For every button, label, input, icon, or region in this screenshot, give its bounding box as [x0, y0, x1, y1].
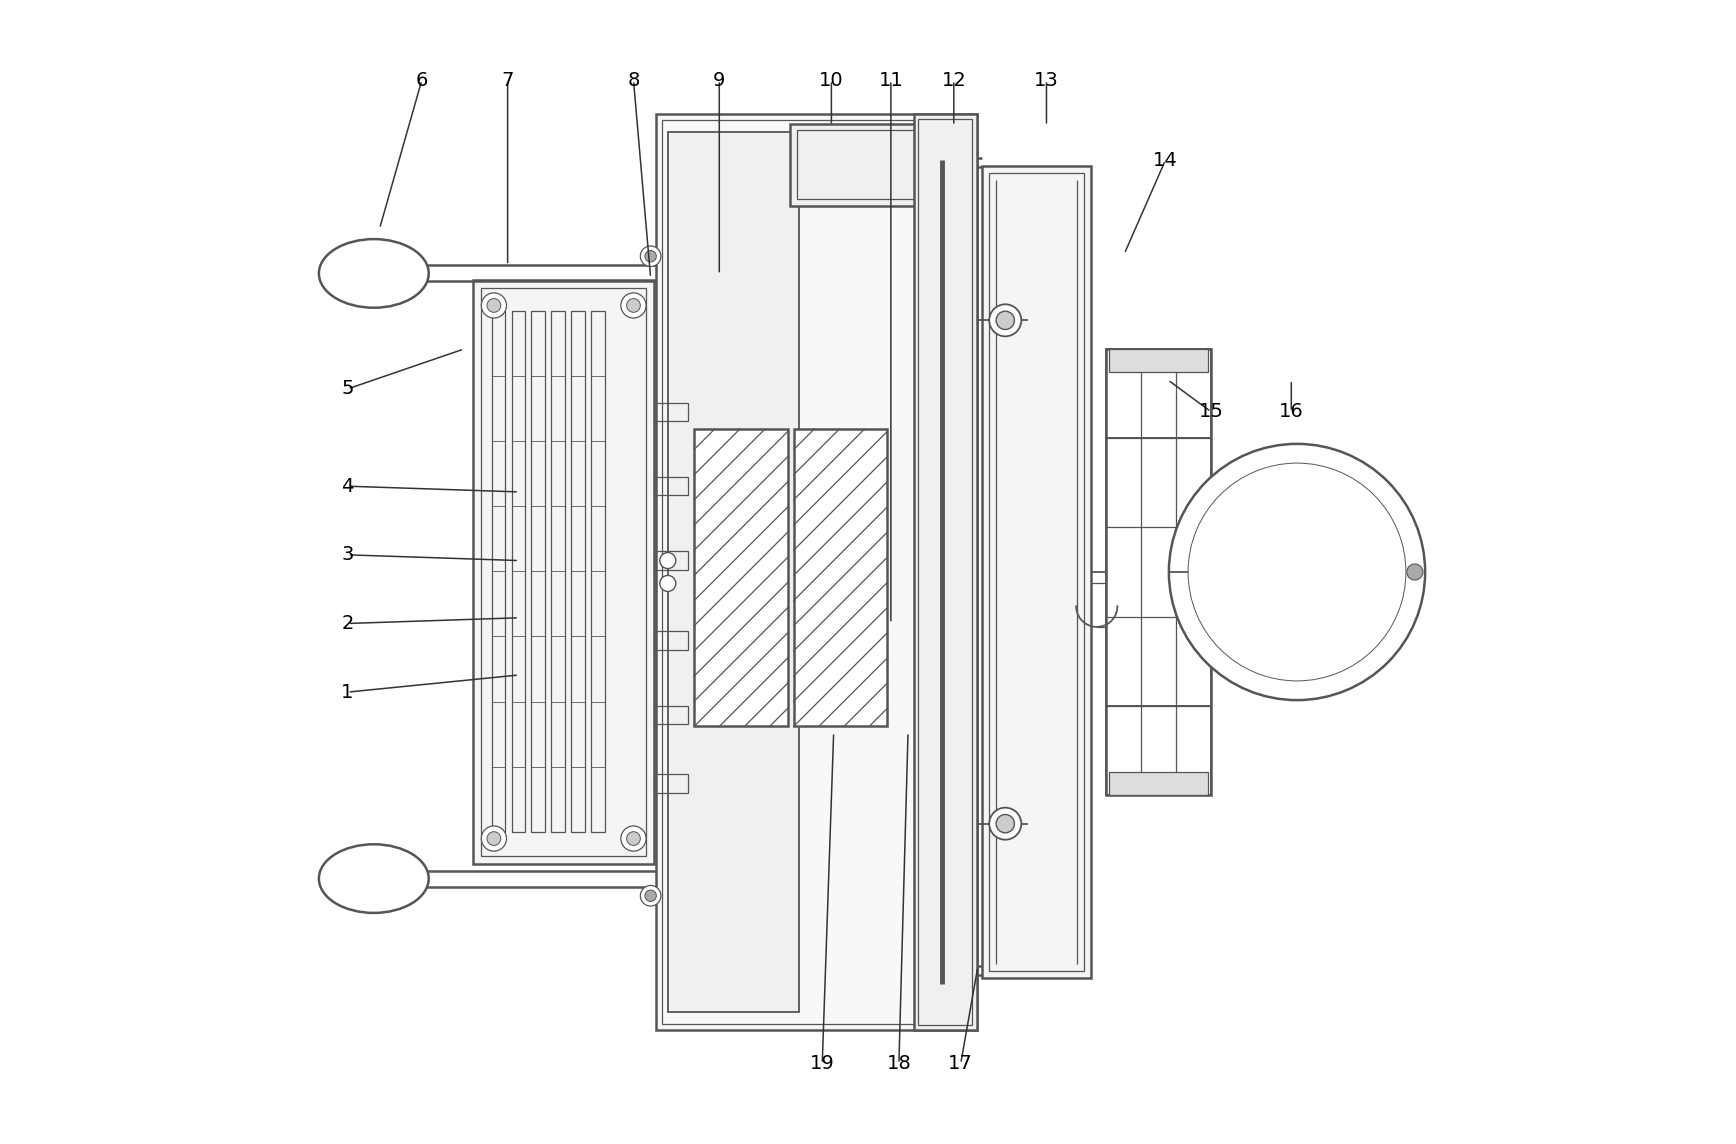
- Bar: [654, 706, 689, 724]
- Bar: [474, 280, 654, 864]
- Circle shape: [1168, 444, 1425, 700]
- Bar: [349, 867, 377, 890]
- Bar: [1106, 349, 1212, 795]
- Circle shape: [488, 299, 500, 312]
- Bar: [694, 429, 788, 726]
- Bar: [1106, 706, 1212, 795]
- Circle shape: [990, 304, 1021, 336]
- Circle shape: [488, 832, 500, 845]
- Bar: [656, 114, 977, 1030]
- Bar: [1106, 438, 1212, 706]
- Text: 10: 10: [819, 71, 844, 89]
- Circle shape: [1406, 564, 1424, 580]
- Text: 8: 8: [627, 71, 639, 89]
- Bar: [654, 477, 689, 495]
- Text: 6: 6: [415, 71, 429, 89]
- Text: 19: 19: [811, 1055, 835, 1073]
- Text: 16: 16: [1279, 403, 1304, 421]
- Bar: [661, 120, 970, 1024]
- Circle shape: [996, 815, 1014, 833]
- Bar: [990, 173, 1085, 971]
- Circle shape: [660, 553, 675, 569]
- Bar: [668, 132, 799, 1012]
- Bar: [918, 119, 972, 1025]
- Circle shape: [641, 246, 661, 267]
- Circle shape: [641, 885, 661, 906]
- Circle shape: [996, 311, 1014, 329]
- Bar: [1106, 349, 1212, 438]
- Text: 17: 17: [948, 1055, 974, 1073]
- Text: 13: 13: [1035, 71, 1059, 89]
- Circle shape: [621, 293, 646, 318]
- Bar: [552, 311, 566, 832]
- Text: 7: 7: [502, 71, 514, 89]
- Bar: [358, 267, 375, 280]
- Bar: [512, 311, 526, 832]
- Bar: [571, 311, 585, 832]
- Circle shape: [627, 299, 641, 312]
- Circle shape: [627, 832, 641, 845]
- Text: 4: 4: [342, 477, 354, 495]
- Bar: [531, 311, 545, 832]
- Bar: [654, 774, 689, 793]
- Text: 3: 3: [342, 546, 354, 564]
- Text: 2: 2: [342, 614, 354, 633]
- Circle shape: [660, 575, 675, 591]
- Text: 11: 11: [878, 71, 903, 89]
- Bar: [592, 311, 604, 832]
- Bar: [654, 631, 689, 650]
- Circle shape: [644, 890, 656, 901]
- Bar: [790, 124, 967, 206]
- Bar: [797, 130, 960, 199]
- Circle shape: [621, 826, 646, 851]
- Text: 14: 14: [1153, 151, 1177, 169]
- Ellipse shape: [319, 239, 429, 308]
- Bar: [983, 166, 1092, 978]
- Bar: [913, 114, 977, 1030]
- Bar: [358, 872, 375, 885]
- Text: 5: 5: [342, 380, 354, 398]
- Bar: [1109, 772, 1208, 795]
- Bar: [793, 429, 887, 726]
- Ellipse shape: [319, 844, 429, 913]
- Bar: [654, 551, 689, 570]
- Bar: [491, 311, 505, 832]
- Circle shape: [990, 808, 1021, 840]
- Text: 18: 18: [887, 1055, 911, 1073]
- Circle shape: [644, 251, 656, 262]
- Bar: [654, 403, 689, 421]
- Circle shape: [481, 293, 507, 318]
- Text: 9: 9: [713, 71, 726, 89]
- Text: 1: 1: [342, 683, 354, 701]
- Bar: [349, 262, 377, 285]
- Circle shape: [481, 826, 507, 851]
- Circle shape: [1187, 463, 1406, 681]
- Text: 15: 15: [1200, 403, 1224, 421]
- Bar: [481, 288, 646, 856]
- Text: 12: 12: [941, 71, 967, 89]
- Bar: [1109, 349, 1208, 372]
